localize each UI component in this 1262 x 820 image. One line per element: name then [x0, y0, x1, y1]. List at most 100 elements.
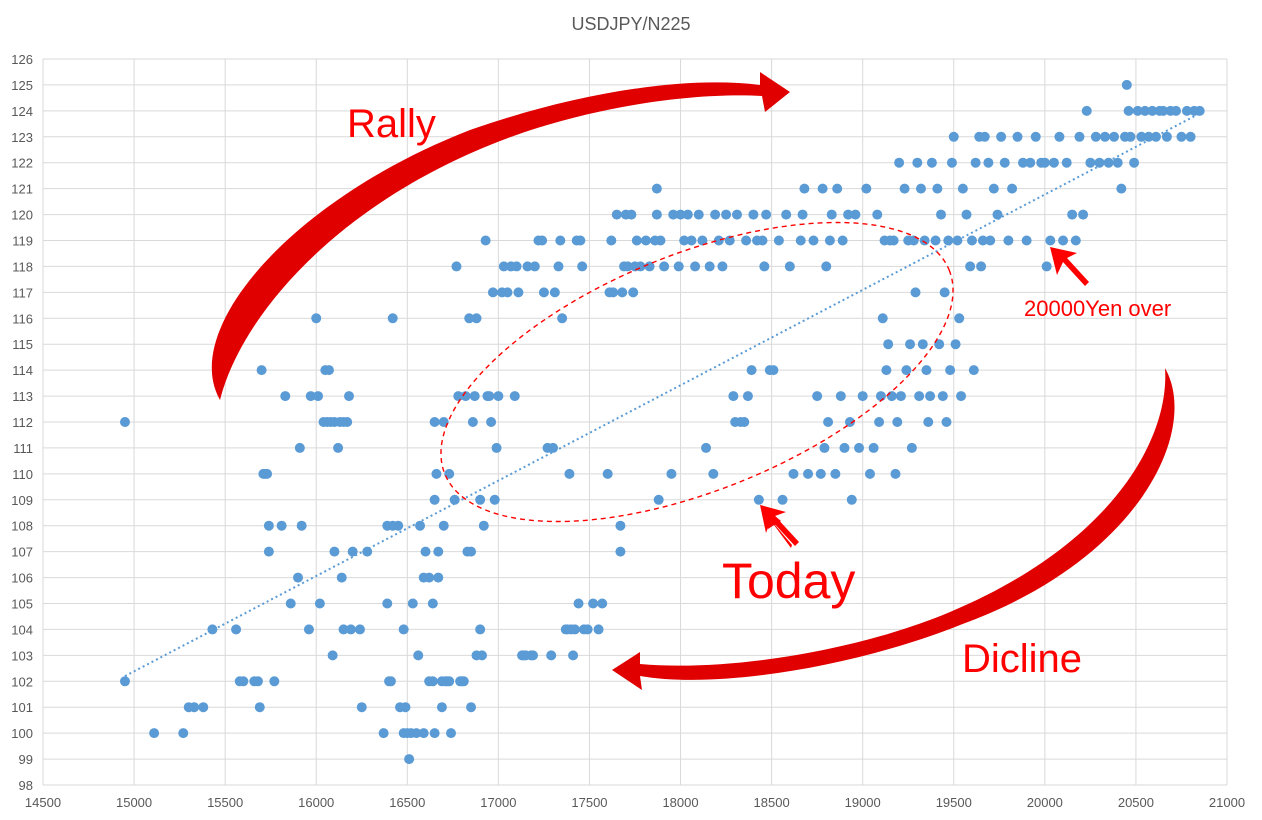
- data-point: [467, 417, 478, 427]
- data-point: [830, 468, 841, 479]
- data-point: [732, 209, 743, 220]
- data-point: [874, 417, 885, 427]
- x-tick-label: 17000: [480, 795, 516, 810]
- data-point: [1132, 105, 1143, 116]
- data-point: [892, 417, 903, 427]
- data-point: [411, 728, 422, 739]
- data-point: [313, 391, 324, 402]
- data-point: [640, 235, 651, 246]
- data-point: [954, 313, 965, 324]
- data-point: [936, 209, 947, 220]
- data-point: [626, 209, 637, 220]
- data-point: [238, 676, 249, 687]
- data-point: [682, 209, 693, 220]
- data-point: [693, 209, 704, 220]
- data-point: [323, 365, 334, 376]
- data-point: [464, 313, 475, 324]
- data-point: [1109, 131, 1120, 142]
- data-point: [480, 235, 491, 246]
- data-point: [1176, 131, 1187, 142]
- today-arrow: [760, 505, 799, 548]
- y-tick-label: 117: [12, 285, 33, 300]
- data-point: [753, 494, 764, 505]
- data-point: [824, 235, 835, 246]
- data-point: [1161, 131, 1172, 142]
- x-axis-ticks: 14500 15000 15500 16000 16500 17000 17500 18000…: [25, 795, 1245, 810]
- data-point: [404, 754, 415, 765]
- x-tick-label: 15500: [207, 795, 243, 810]
- yen-over-label: 20000Yen over: [1024, 296, 1171, 321]
- chart-title: USDJPY/N225: [571, 14, 690, 34]
- data-point: [708, 468, 719, 479]
- data-point: [668, 209, 679, 220]
- y-tick-label: 108: [11, 519, 33, 534]
- data-point: [413, 650, 424, 661]
- data-point: [746, 365, 757, 376]
- data-point: [285, 598, 296, 609]
- data-point: [438, 417, 449, 427]
- data-point: [923, 417, 934, 427]
- data-point: [387, 313, 398, 324]
- data-point: [427, 598, 438, 609]
- data-point: [1003, 235, 1014, 246]
- x-tick-label: 17500: [571, 795, 607, 810]
- data-point: [303, 624, 314, 635]
- data-point: [420, 546, 431, 557]
- data-point: [557, 313, 568, 324]
- data-point: [1129, 157, 1140, 168]
- data-point: [901, 365, 912, 376]
- y-tick-label: 111: [13, 441, 33, 456]
- data-point: [611, 209, 622, 220]
- data-point: [690, 261, 701, 272]
- data-point: [1147, 105, 1158, 116]
- data-point: [697, 235, 708, 246]
- x-tick-label: 19500: [936, 795, 972, 810]
- data-point: [724, 235, 735, 246]
- data-point: [957, 183, 968, 194]
- data-point: [119, 417, 130, 427]
- data-point: [382, 598, 393, 609]
- data-point: [444, 676, 455, 687]
- data-point: [1194, 105, 1205, 116]
- data-point: [1170, 105, 1181, 116]
- data-point: [1143, 131, 1154, 142]
- data-point: [280, 391, 291, 402]
- data-point: [932, 183, 943, 194]
- data-point: [502, 287, 513, 298]
- data-point: [881, 365, 892, 376]
- data-point: [983, 157, 994, 168]
- data-point: [999, 157, 1010, 168]
- data-point: [839, 442, 850, 453]
- y-tick-label: 106: [11, 571, 33, 586]
- highlight-ellipse: [440, 221, 954, 523]
- data-point: [1136, 131, 1147, 142]
- data-point: [602, 468, 613, 479]
- data-point: [742, 391, 753, 402]
- data-point: [568, 650, 579, 661]
- data-point: [728, 391, 739, 402]
- data-point: [965, 261, 976, 272]
- data-point: [577, 261, 588, 272]
- data-point: [269, 676, 280, 687]
- y-tick-label: 122: [11, 156, 33, 171]
- data-point: [436, 702, 447, 713]
- data-point: [761, 209, 772, 220]
- y-tick-label: 120: [11, 208, 33, 223]
- data-points: [119, 79, 1205, 765]
- data-point: [943, 235, 954, 246]
- data-point: [890, 468, 901, 479]
- data-point: [1094, 157, 1105, 168]
- dicline-label: Dicline: [962, 637, 1082, 681]
- data-point: [336, 572, 347, 583]
- data-point: [952, 235, 963, 246]
- data-point: [659, 261, 670, 272]
- data-point: [1090, 131, 1101, 142]
- data-point: [296, 520, 307, 531]
- data-point: [854, 442, 865, 453]
- data-point: [398, 624, 409, 635]
- data-point: [1140, 105, 1151, 116]
- data-point: [934, 339, 945, 350]
- data-point: [1061, 157, 1072, 168]
- data-point: [393, 520, 404, 531]
- data-point: [945, 365, 956, 376]
